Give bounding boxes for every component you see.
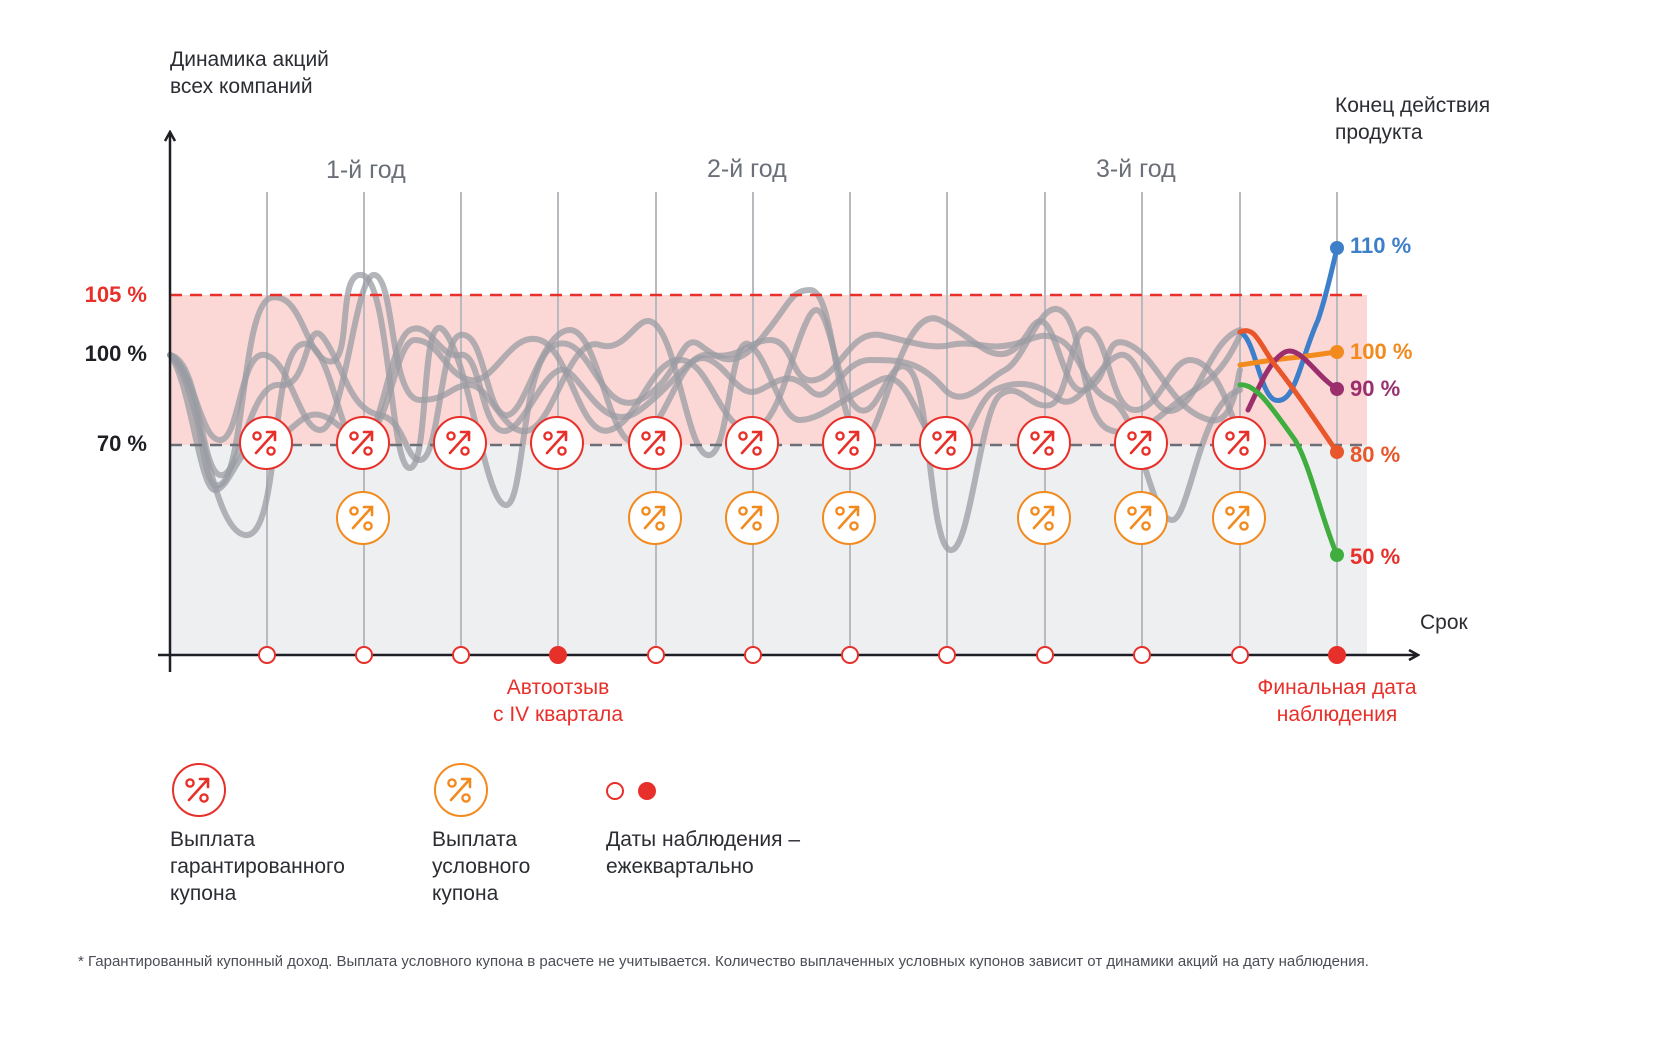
guaranteed-coupon-icon [336,416,390,470]
conditional-coupon-icon [725,491,779,545]
guaranteed-coupon-icon [433,416,487,470]
autocall-note: Автоотзыв с IV квартала [458,674,658,728]
scenario-110-path [1237,245,1340,403]
final-note-line-1: Финальная дата [1257,676,1417,699]
legend-conditional-line-3: купона [432,882,499,905]
end-title-line-2: продукта [1335,121,1423,144]
y-axis-title-line-2: всех компаний [170,75,313,98]
end-value-90: 90 % [1350,376,1401,401]
end-title-line-1: Конец действия [1335,94,1491,117]
guaranteed-coupon-icon [530,416,584,470]
legend-conditional-line-1: Выплата [432,828,518,851]
guaranteed-coupon-icon [822,416,876,470]
scenario-100-endpoint [1330,345,1344,359]
scenario-50-path [1237,382,1340,558]
legend-guaranteed-text: Выплата гарантированного купона [170,826,345,907]
guaranteed-coupon-icon [628,416,682,470]
x-axis-label: Срок [1420,611,1468,634]
y-axis-title-line-1: Динамика акций [170,48,329,71]
guaranteed-coupon-icon [725,416,779,470]
footnote: * Гарантированный купонный доход. Выплат… [78,953,1369,970]
guaranteed-coupon-icon [1017,416,1071,470]
conditional-coupon-icon [822,491,876,545]
scenario-50-endpoint [1330,548,1344,562]
legend-observation-line-2: ежеквартально [606,855,754,878]
conditional-coupon-icon [1017,491,1071,545]
guaranteed-coupon-icon [239,416,293,470]
year-1-label: 1-й год [326,156,406,184]
final-date-note: Финальная дата наблюдения [1237,674,1437,728]
conditional-coupon-icon [1114,491,1168,545]
end-value-100: 100 % [1350,339,1413,364]
level-105-label: 105 % [84,282,147,307]
level-70-label: 70 % [96,431,147,456]
autocall-note-line-1: Автоотзыв [506,676,610,699]
observation-dates [258,646,1346,664]
legend-guaranteed-line-3: купона [170,882,237,905]
guaranteed-coupon-icon [1212,416,1266,470]
final-note-line-2: наблюдения [1276,703,1398,726]
year-2-label: 2-й год [707,155,787,183]
conditional-coupon-icon [1212,491,1266,545]
scenario-100-path [1237,349,1340,368]
year-3-label: 3-й год [1096,155,1176,183]
scenario-90-path [1245,348,1340,413]
observation-filled-dot-icon [638,782,656,800]
level-100-label: 100 % [84,341,147,366]
guaranteed-coupon-icon [172,763,226,817]
legend-guaranteed-line-1: Выплата [170,828,256,851]
y-axis-title: Динамика акций всех компаний [170,46,329,100]
conditional-coupon-icon [336,491,390,545]
legend-observation-line-1: Даты наблюдения – [606,828,801,851]
scenario-90-endpoint [1330,382,1344,396]
end-value-50: 50 % [1350,544,1401,569]
end-value-110: 110 % [1350,233,1412,258]
observation-date-icon [606,782,656,800]
observation-empty-dot-icon [606,782,624,800]
legend-observation-text: Даты наблюдения – ежеквартально [606,826,800,880]
legend-conditional-line-2: условного [432,855,531,878]
below-barrier-zone [170,445,1367,655]
autocall-note-line-2: с IV квартала [492,703,623,726]
legend-guaranteed-line-2: гарантированного [170,855,345,878]
end-value-80: 80 % [1350,442,1401,467]
scenario-110-endpoint [1330,241,1344,255]
legend-conditional-text: Выплата условного купона [432,826,530,907]
conditional-coupon-icon [434,763,488,817]
guaranteed-coupon-icon [1114,416,1168,470]
scenario-80-endpoint [1330,445,1344,459]
scenario-80-path [1237,328,1340,455]
conditional-coupon-icon [628,491,682,545]
guaranteed-coupon-icon [919,416,973,470]
end-title: Конец действия продукта [1335,92,1490,146]
